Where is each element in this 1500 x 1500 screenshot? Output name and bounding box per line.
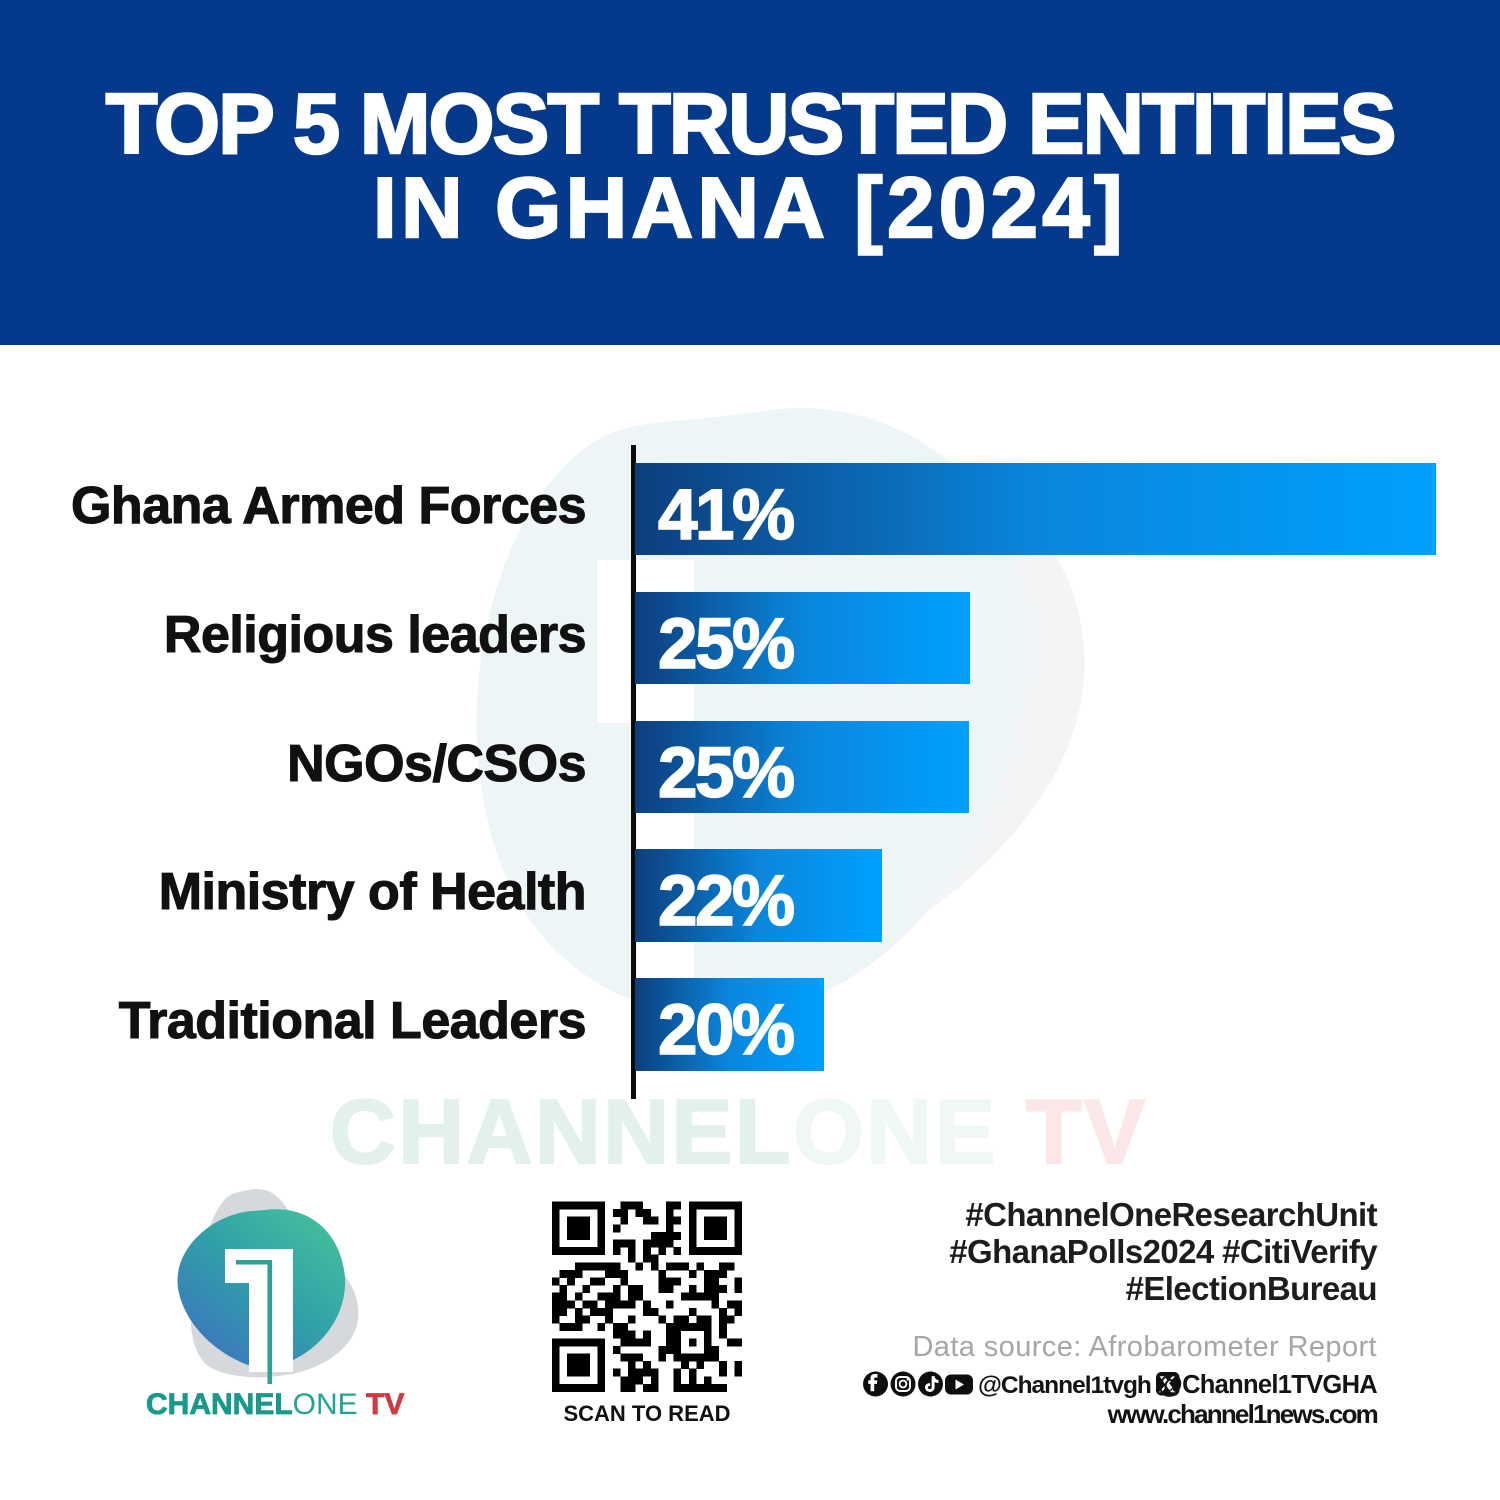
svg-text:@Channel1TVGHA: @Channel1TVGHA [1158, 1371, 1377, 1399]
svg-text:@Channel1tvgh: @Channel1tvgh [978, 1372, 1151, 1399]
